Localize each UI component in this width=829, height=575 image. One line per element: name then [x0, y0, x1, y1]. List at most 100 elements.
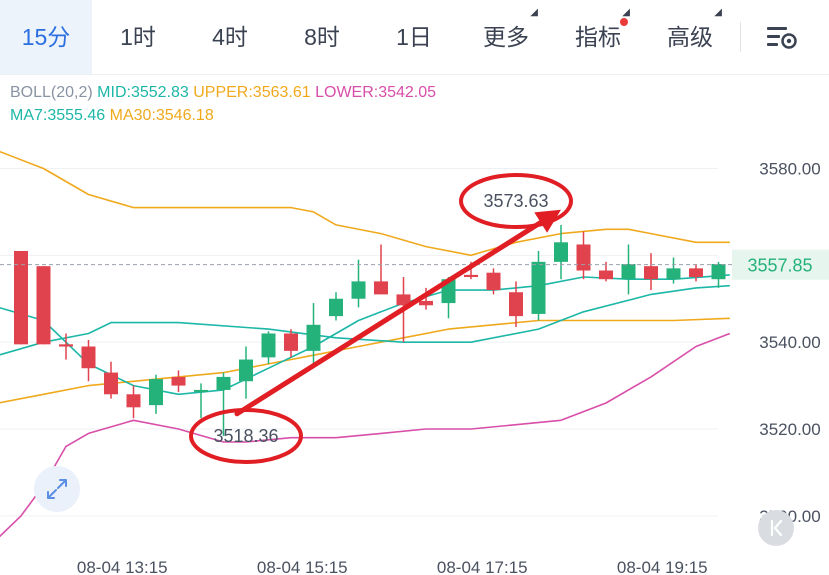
candle: [374, 244, 388, 295]
candle-body: [576, 244, 591, 271]
candle: [351, 259, 366, 308]
ma30-value: MA30:3546.18: [109, 107, 214, 124]
candle: [306, 303, 321, 364]
candle: [59, 333, 73, 360]
candle: [194, 383, 208, 419]
candle-body: [396, 294, 411, 306]
candle-body: [216, 376, 231, 390]
ma-legend: MA7:3555.46 MA30:3546.18: [10, 107, 214, 125]
candle: [239, 346, 253, 399]
tab-15m[interactable]: 15分: [0, 0, 92, 74]
candle-body: [81, 346, 96, 369]
candle-body: [14, 250, 28, 345]
timeframe-tab-bar: 15分 1时 4时 8时 1日 更多 ◢ 指标 ◢ 高级 ◢: [0, 0, 829, 75]
dropdown-caret-icon: ◢: [622, 7, 630, 18]
y-tick-label: 3540.00: [759, 333, 820, 352]
candle: [126, 385, 141, 419]
candle: [149, 374, 163, 414]
indicator-lines: [0, 150, 731, 538]
chart-grid: [0, 167, 718, 517]
tab-4h[interactable]: 4时: [212, 24, 248, 50]
candle-body: [284, 333, 298, 351]
ma30-line: [0, 317, 730, 404]
tab-indicators[interactable]: 指标 ◢: [552, 0, 644, 74]
y-tick-label: 3520.00: [759, 420, 820, 439]
boll-upper-value: UPPER:3563.61: [193, 84, 311, 101]
candle: [171, 370, 186, 393]
x-tick-label: 08-04 13:15: [77, 558, 168, 575]
candle: [216, 372, 231, 436]
boll-legend: BOLL(20,2) MID:3552.83 UPPER:3563.61 LOW…: [10, 84, 436, 102]
candle-body: [149, 379, 163, 406]
candle: [81, 340, 96, 382]
candle: [711, 261, 726, 288]
tab-1d[interactable]: 1日: [396, 24, 432, 50]
tab-8h[interactable]: 8时: [304, 24, 340, 50]
candle-body: [644, 266, 658, 280]
candle-body: [486, 272, 501, 291]
candle: [666, 257, 681, 284]
candle: [104, 361, 118, 399]
candle-body: [599, 270, 613, 280]
boll-mid-value: MID:3552.83: [97, 84, 189, 101]
ma7-value: MA7:3555.46: [10, 107, 106, 124]
candle-body: [306, 324, 321, 351]
candle-body: [239, 359, 253, 382]
candle-body: [126, 394, 141, 408]
candle-body: [689, 268, 703, 278]
trend-arrow-head: [534, 209, 561, 233]
collapse-panel-button[interactable]: [758, 510, 794, 546]
tab-divider: [740, 22, 741, 52]
candle-body: [104, 372, 118, 395]
annotations: 3573.63 3518.36: [189, 173, 573, 464]
tab-advanced[interactable]: 高级 ◢: [644, 0, 736, 74]
candle: [486, 268, 501, 295]
candle-body: [59, 344, 73, 347]
candle-body: [329, 298, 343, 317]
boll-label: BOLL(20,2): [10, 84, 93, 101]
dropdown-caret-icon: ◢: [714, 7, 722, 18]
trend-arrow-shaft: [234, 220, 544, 417]
candle: [509, 281, 523, 327]
candle: [284, 329, 298, 358]
candle-body: [711, 264, 726, 280]
current-price-tag: [732, 249, 829, 280]
chart-settings-icon[interactable]: [765, 24, 797, 50]
candle-body: [419, 300, 433, 306]
candle: [554, 224, 568, 280]
x-tick-label: 08-04 19:15: [617, 558, 708, 575]
boll-upper-line: [0, 150, 730, 257]
collapse-icon: [770, 519, 783, 537]
annotation-label: 3573.63: [483, 191, 548, 211]
dropdown-caret-icon: ◢: [530, 7, 538, 18]
candle-body: [261, 333, 276, 358]
boll-mid-line: [0, 284, 730, 356]
candle: [531, 250, 546, 321]
candle-body: [554, 242, 568, 262]
candle-body: [351, 281, 366, 299]
y-tick-label: 3580.00: [759, 159, 820, 178]
fullscreen-button[interactable]: [34, 466, 80, 512]
candle: [261, 331, 276, 364]
candle-body: [374, 281, 388, 295]
candle-body: [194, 389, 208, 392]
tab-1h[interactable]: 1时: [120, 24, 156, 50]
candle: [689, 264, 703, 282]
candle-body: [509, 292, 523, 317]
candle-body: [621, 264, 636, 280]
candle-body: [36, 266, 51, 345]
boll-lower-value: LOWER:3542.05: [315, 84, 437, 101]
candle: [329, 292, 343, 321]
annotation-circle: [459, 173, 573, 230]
tab-more[interactable]: 更多 ◢: [460, 0, 552, 74]
notification-dot: [620, 18, 628, 26]
candle: [14, 250, 28, 345]
candle: [36, 266, 51, 345]
candle: [419, 287, 433, 310]
expand-arrows-icon: [47, 479, 67, 499]
annotation-label: 3518.36: [213, 426, 278, 446]
candle: [621, 244, 636, 295]
boll-lower-line: [0, 332, 731, 538]
candle-body: [171, 376, 186, 386]
